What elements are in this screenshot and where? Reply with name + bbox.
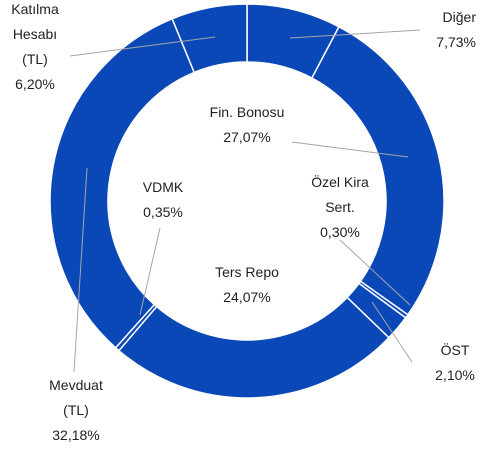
value-label: 2,10% <box>435 367 475 383</box>
value-label: 0,35% <box>143 204 183 220</box>
category-label: Özel Kira Sert. <box>311 174 369 215</box>
value-label: 6,20% <box>15 76 55 92</box>
value-label: 27,07% <box>223 129 271 145</box>
value-label: 7,73% <box>436 34 476 50</box>
category-label: Katılma Hesabı (TL) <box>11 1 59 67</box>
value-label: 32,18% <box>52 427 100 443</box>
value-label: 0,30% <box>320 224 360 240</box>
category-label: VDMK <box>142 179 184 195</box>
category-label: Fin. Bonosu <box>209 104 285 120</box>
leader-line <box>371 301 413 363</box>
leader-line <box>139 227 161 316</box>
leader-line <box>289 29 421 39</box>
category-label: Diğer <box>442 9 476 25</box>
leader-line <box>69 36 216 57</box>
category-label: Mevduat (TL) <box>49 377 103 418</box>
leader-line <box>291 141 409 158</box>
category-label: Ters Repo <box>215 264 279 280</box>
value-label: 24,07% <box>223 289 271 305</box>
donut-slice <box>49 17 196 349</box>
donut-slice <box>117 296 390 399</box>
leader-line <box>73 167 88 373</box>
category-label: ÖST <box>440 342 470 358</box>
leader-line <box>339 239 411 306</box>
